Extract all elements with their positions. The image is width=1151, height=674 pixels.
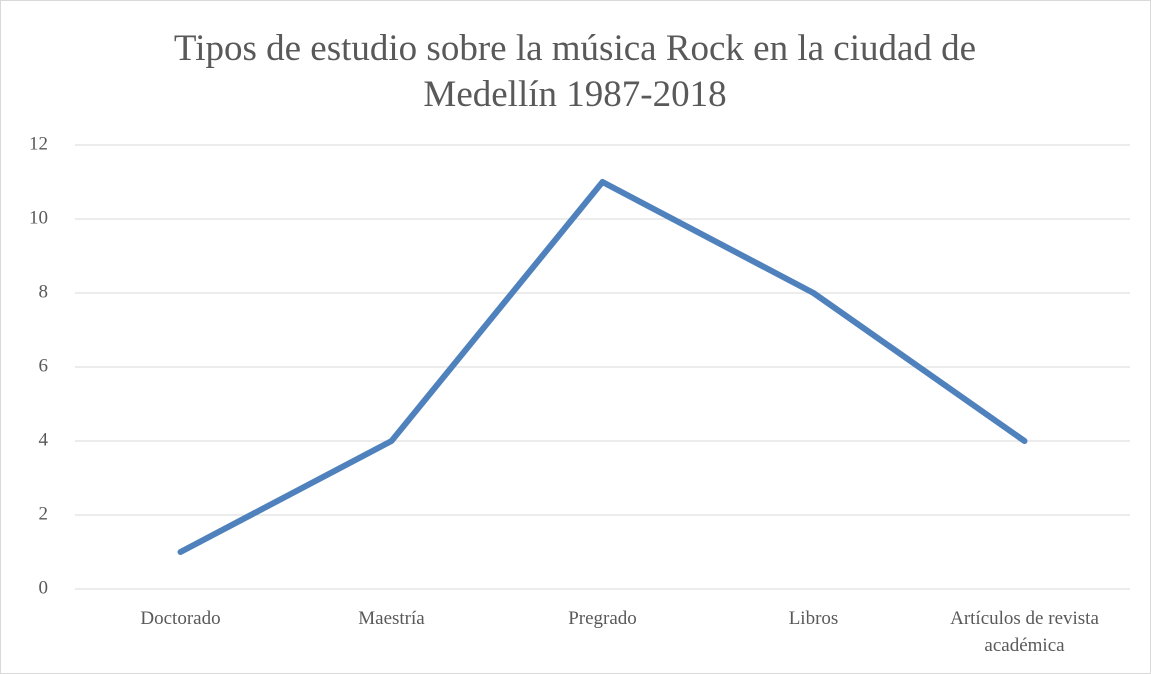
line-series [177,179,1028,555]
y-tick-label: 0 [39,577,49,598]
x-tick-label: Doctorado [140,608,221,629]
x-tick-label: Artículos de revista académica [950,608,1099,656]
y-tick-label: 10 [29,207,48,228]
y-tick-label: 6 [39,355,49,376]
x-tick-label: Maestría [358,608,425,629]
x-tick-label: Libros [788,608,839,629]
chart-title: Tipos de estudio sobre la música Rock en… [173,28,977,115]
y-tick-label: 2 [39,503,49,524]
y-tick-label: 8 [39,281,49,302]
x-tick-label: Pregrado [568,608,637,629]
y-tick-label: 4 [39,429,49,450]
y-tick-label: 12 [29,133,48,154]
